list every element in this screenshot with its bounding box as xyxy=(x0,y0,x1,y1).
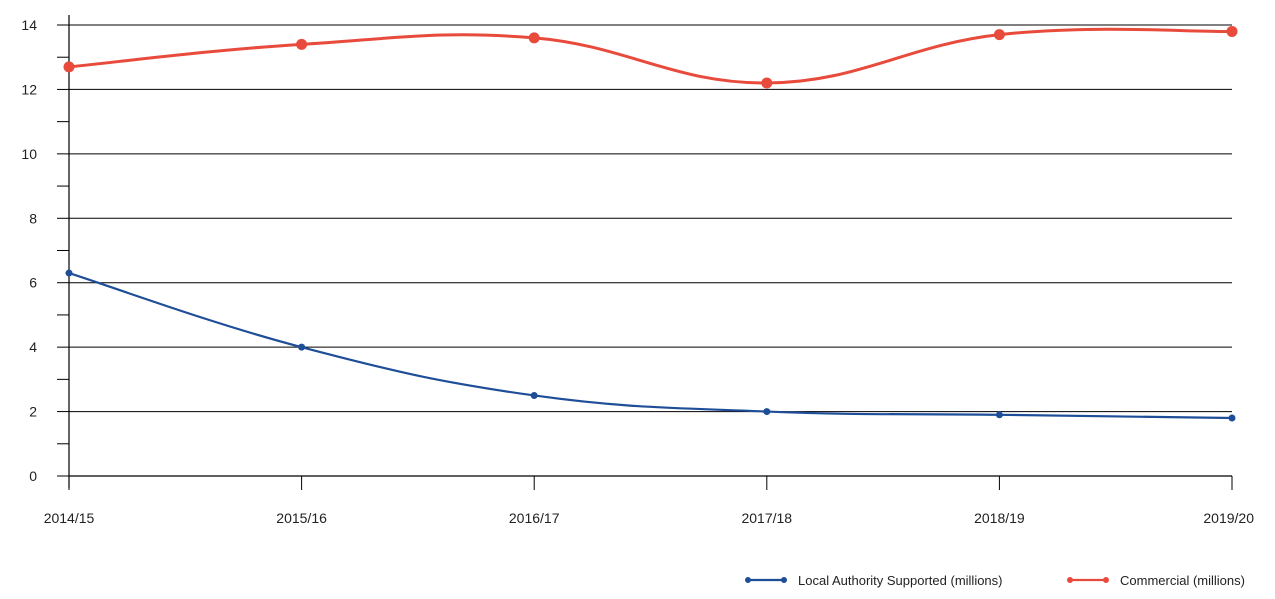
series-line xyxy=(68,272,1233,420)
y-tick-label: 2 xyxy=(29,404,37,420)
legend-item-0: Local Authority Supported (millions) xyxy=(745,573,1003,588)
legend-label: Commercial (millions) xyxy=(1120,573,1245,588)
data-point xyxy=(528,32,540,44)
grid-lines xyxy=(69,24,1232,413)
series-1 xyxy=(63,25,1238,89)
series-0 xyxy=(65,269,1236,422)
legend-marker xyxy=(1067,577,1073,583)
axes: 0 2 4 6 8 10 12 14 2014/15 2015/16 2016/17 2017/18 2… xyxy=(21,15,1254,526)
data-point xyxy=(763,408,771,416)
series-group xyxy=(63,25,1238,422)
data-point xyxy=(1226,25,1238,37)
data-point xyxy=(995,411,1003,419)
data-point xyxy=(993,29,1005,41)
data-point xyxy=(63,61,75,73)
legend: Local Authority Supported (millions) Comm… xyxy=(745,573,1245,588)
legend-marker xyxy=(745,577,751,583)
x-tick-label: 2018/19 xyxy=(974,510,1025,526)
x-tick-label: 2017/18 xyxy=(741,510,792,526)
series-line xyxy=(68,27,1233,85)
legend-marker xyxy=(781,577,787,583)
x-tick-label: 2016/17 xyxy=(509,510,560,526)
y-tick-label: 12 xyxy=(21,81,37,97)
y-tick-label: 14 xyxy=(21,17,37,33)
data-point xyxy=(296,38,308,50)
data-point xyxy=(65,269,73,277)
x-tick-label: 2014/15 xyxy=(44,510,95,526)
y-tick-label: 6 xyxy=(29,275,37,291)
data-point xyxy=(298,343,306,351)
legend-marker xyxy=(1103,577,1109,583)
y-tick-label: 10 xyxy=(21,146,37,162)
y-tick-label: 8 xyxy=(29,210,37,226)
x-tick-label: 2015/16 xyxy=(276,510,327,526)
data-point xyxy=(761,77,773,89)
legend-label: Local Authority Supported (millions) xyxy=(798,573,1003,588)
x-tick-label: 2019/20 xyxy=(1203,510,1254,526)
y-tick-label: 0 xyxy=(29,468,37,484)
data-point xyxy=(530,391,538,399)
data-point xyxy=(1228,414,1236,422)
legend-item-1: Commercial (millions) xyxy=(1067,573,1245,588)
y-tick-label: 4 xyxy=(29,339,37,355)
